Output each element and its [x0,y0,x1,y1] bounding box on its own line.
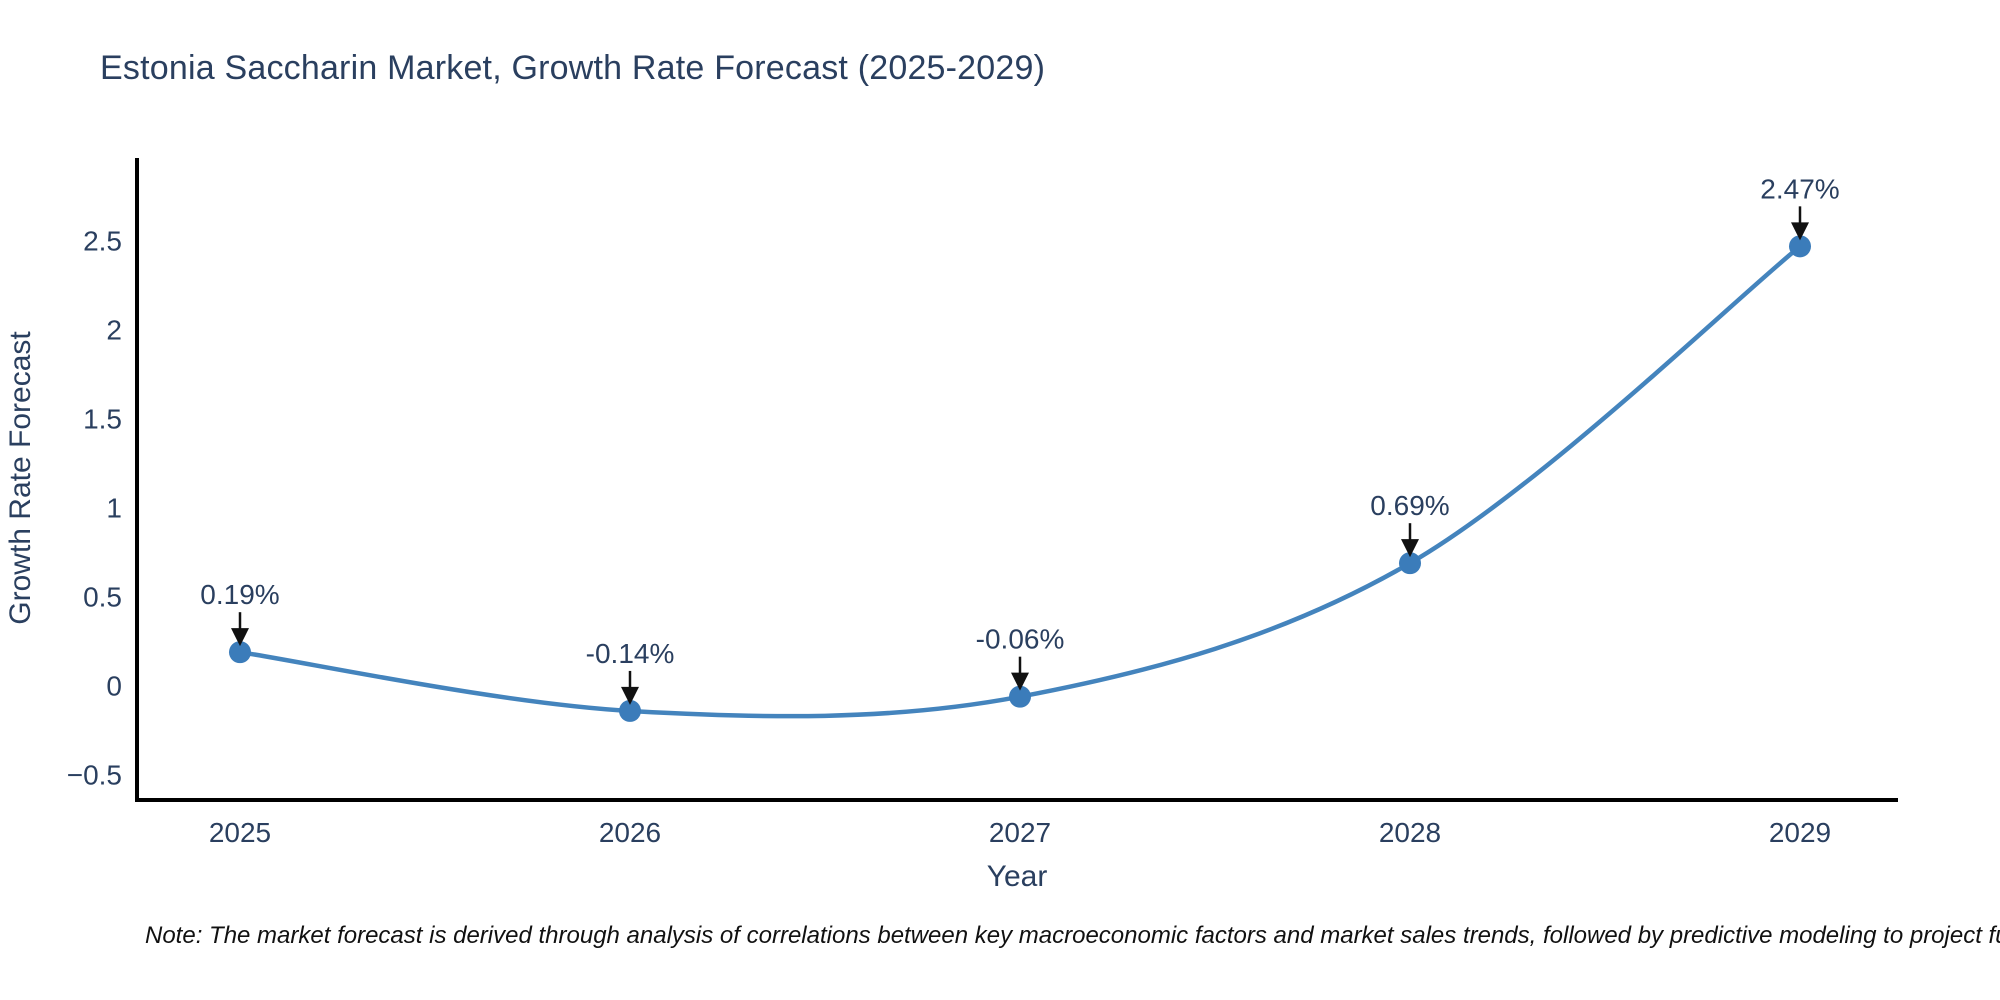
annotation-arrowhead [621,686,639,705]
annotation-arrowhead [1791,222,1809,241]
y-tick-label: 0.5 [83,582,122,613]
data-point-marker [1009,685,1031,708]
point-value-label: -0.06% [976,624,1065,655]
y-tick-label: 1 [106,493,122,524]
data-point-marker [1789,235,1811,258]
annotation-arrowhead [1011,672,1029,691]
y-tick-label: 0 [106,671,122,702]
x-tick-label: 2025 [209,817,271,848]
data-point-marker [619,699,641,722]
footnote: Note: The market forecast is derived thr… [145,922,2000,949]
y-tick-label: 1.5 [83,404,122,435]
y-axis-title: Growth Rate Forecast [4,331,37,625]
point-value-label: -0.14% [586,638,675,669]
point-value-label: 2.47% [1760,173,1839,204]
annotation-arrowhead [231,628,249,647]
plot-area: 2.5 2 1.5 1 0.5 0 −0.5 2025 2026 2027 2028 2029 0.19… [67,158,1898,848]
point-value-label: 0.19% [200,579,279,610]
data-point-marker [229,641,251,664]
x-tick-label: 2028 [1379,817,1441,848]
annotation-arrowhead [1401,539,1419,558]
point-value-label: 0.69% [1370,490,1449,521]
data-point-marker [1399,552,1421,575]
y-tick-label: −0.5 [67,760,122,791]
trend-line [237,244,1803,719]
x-tick-label: 2026 [599,817,661,848]
y-tick-label: 2 [106,315,122,346]
x-axis-title: Year [987,860,1048,893]
y-tick-label: 2.5 [83,226,122,257]
x-tick-label: 2027 [989,817,1051,848]
x-tick-label: 2029 [1769,817,1831,848]
chart-title: Estonia Saccharin Market, Growth Rate Fo… [100,49,1046,87]
